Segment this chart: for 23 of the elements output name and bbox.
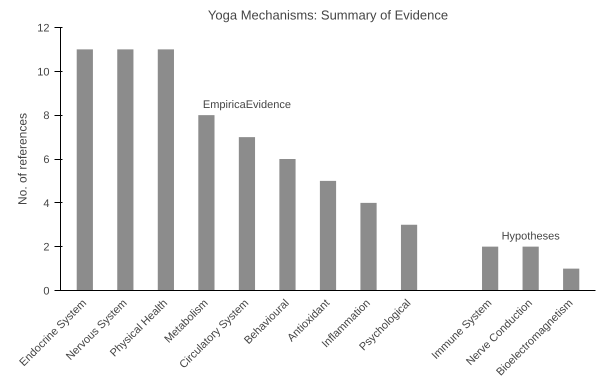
bar (76, 49, 93, 290)
bar (238, 137, 256, 290)
annotation: Hypotheses (502, 230, 560, 243)
bar (522, 246, 539, 290)
bar (360, 202, 377, 290)
bar (158, 49, 174, 290)
y-tick-label: 12 (37, 22, 50, 34)
bar (563, 268, 580, 290)
y-tick-label: 8 (43, 110, 50, 122)
y-tick-label: 6 (43, 154, 50, 166)
y-tick-label: 4 (43, 198, 50, 210)
y-tick-label: 0 (43, 286, 50, 298)
y-tick-label: 2 (43, 242, 50, 254)
y-tick-label: 10 (37, 66, 50, 78)
bar (279, 159, 296, 290)
y-axis-title: No. of references (15, 112, 30, 206)
chart-title: Yoga Mechanisms: Summary of Evidence (208, 8, 448, 22)
annotation: EmpiricaEvidence (202, 99, 291, 112)
bar (320, 180, 336, 290)
bar (117, 49, 134, 290)
bar (198, 115, 215, 290)
bar (400, 224, 418, 290)
bar (482, 246, 498, 290)
